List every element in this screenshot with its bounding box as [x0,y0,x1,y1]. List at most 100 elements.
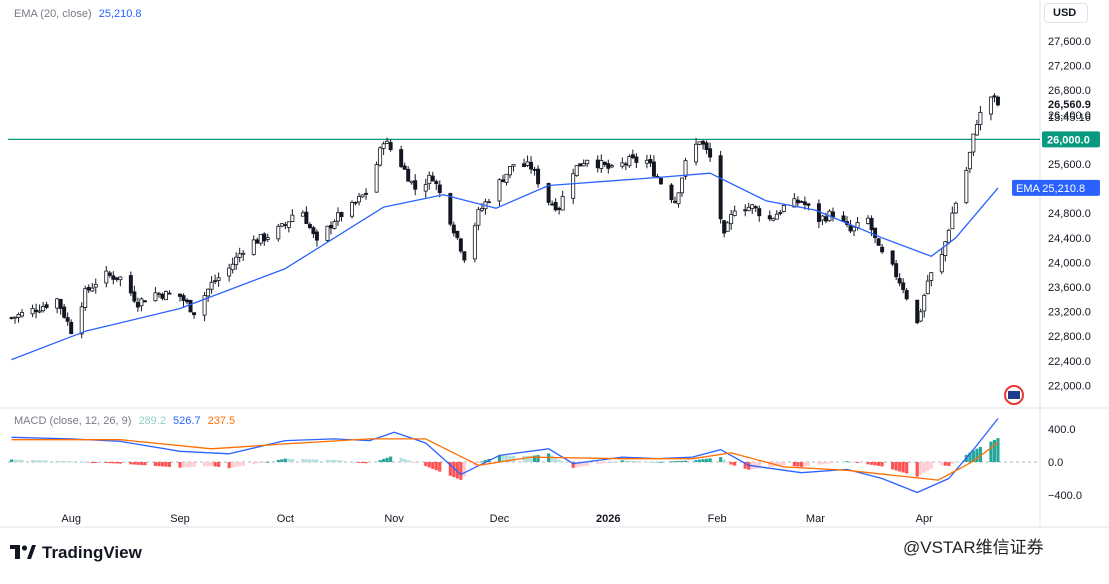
candle-body [978,112,983,125]
candle-body [209,281,214,290]
candle-body [114,277,119,280]
candle-body [339,212,344,218]
macd-histogram-bar [855,462,860,463]
candle-body [532,168,537,171]
macd-histogram-bar [652,461,656,463]
macd-histogram-bar [452,462,456,478]
candle-body [799,200,804,203]
macd-histogram-bar [350,461,354,463]
macd-histogram-bar [757,462,761,469]
candle-body [325,225,330,241]
candle-body [974,124,979,136]
macd-histogram-bar [978,446,982,462]
time-axis-label: Oct [277,513,294,525]
macd-histogram-bar [676,461,681,463]
macd-histogram-bar [792,462,796,467]
macd-histogram-bar [827,462,832,464]
candle-body [206,288,211,297]
candle-body [34,309,39,313]
candle-body [279,223,284,227]
macd-histogram-bar [66,461,70,463]
macd-histogram-bar [866,462,870,465]
currency-button[interactable]: USD [1044,3,1088,23]
macd-histogram-bar [571,462,575,468]
price-tick-label: 23,600.0 [1048,282,1091,294]
candle-body [901,282,906,290]
candle-body [658,177,663,185]
candle-body [93,283,98,288]
tradingview-logo-icon [10,545,36,559]
macd-histogram-bar [673,461,677,463]
macd-histogram-bar [178,462,182,468]
macd-histogram-bar [596,462,600,465]
candle-body [258,234,263,244]
macd-histogram-bar [655,462,660,463]
candle-body [630,154,635,159]
candle-body [360,194,365,198]
macd-legend: MACD (close, 12, 26, 9) 289.2 526.7 237.… [14,415,235,427]
ema-price-tag [1012,179,1100,196]
macd-histogram-bar [438,462,442,472]
candle-body [697,141,702,145]
candle-body [560,196,565,211]
macd-histogram-bar [38,460,42,462]
macd-histogram-bar [217,462,221,467]
candle-body [160,293,165,299]
price-tick-label: 27,600.0 [1048,36,1091,48]
macd-histogram-bar [13,459,17,462]
macd-histogram-bar [153,462,158,466]
candle-body [778,212,783,214]
candle-body [869,218,874,231]
macd-histogram-bar [529,456,533,462]
tradingview-brand[interactable]: TradingView [10,543,142,563]
macd-histogram-bar [680,460,684,462]
macd-histogram-bar [561,461,565,463]
candle-body [718,155,723,220]
candle-body [332,221,337,229]
macd-histogram-bar [238,462,242,467]
macd-line-value: 526.7 [173,415,201,427]
macd-histogram-bar [648,461,652,463]
candle-body [423,184,428,192]
macd-histogram-bar [627,460,631,462]
macd-histogram-bar [59,460,63,462]
macd-histogram-bar [898,462,902,472]
macd-histogram-bar [778,462,782,466]
candle-body [283,224,288,227]
candle-body [830,211,835,218]
candle-body [202,295,207,316]
candle-body [500,179,505,183]
candle-body [988,96,993,115]
candle-body [964,169,969,204]
macd-histogram-bar [132,462,136,465]
candle-body [585,159,590,165]
macd-histogram-bar [782,462,786,466]
candle-body [995,96,1000,106]
candle-body [381,143,386,149]
candle-body [30,308,35,315]
candle-body [479,208,484,211]
candle-body [413,180,418,190]
candle-body [676,192,681,205]
macd-histogram-bar [16,459,21,462]
macd-histogram-bar [45,460,49,462]
candle-body [708,148,713,158]
candle-body [750,204,755,209]
candle-body [181,295,186,301]
macd-histogram-bar [315,459,319,462]
macd-histogram-bar [231,462,235,468]
macd-histogram-bar [188,462,193,468]
macd-histogram-bar [525,456,530,462]
macd-histogram-bar [80,461,84,463]
macd-histogram-bar [424,462,428,467]
macd-histogram-bar [508,455,512,462]
macd-histogram-bar [950,462,954,464]
macd-histogram-bar [873,462,877,466]
macd-histogram-bar [234,462,238,467]
candle-body [286,221,291,228]
candle-body [314,231,319,241]
macd-histogram-bar [336,460,340,462]
macd-histogram-bar [603,462,607,464]
